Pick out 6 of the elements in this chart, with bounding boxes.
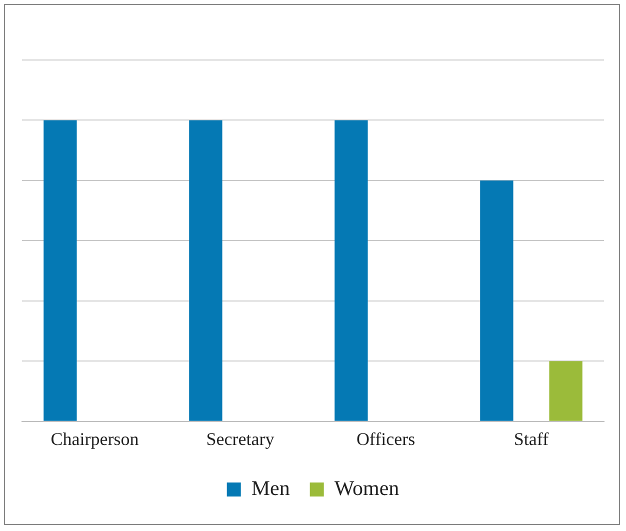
x-tick-label: Officers: [356, 428, 416, 449]
x-tick-label: Secretary: [206, 428, 274, 449]
legend-label: Women: [334, 476, 400, 500]
x-tick-label: Staff: [514, 428, 549, 449]
x-tick-label: Chairperson: [50, 428, 139, 449]
legend-label: Men: [251, 476, 290, 500]
